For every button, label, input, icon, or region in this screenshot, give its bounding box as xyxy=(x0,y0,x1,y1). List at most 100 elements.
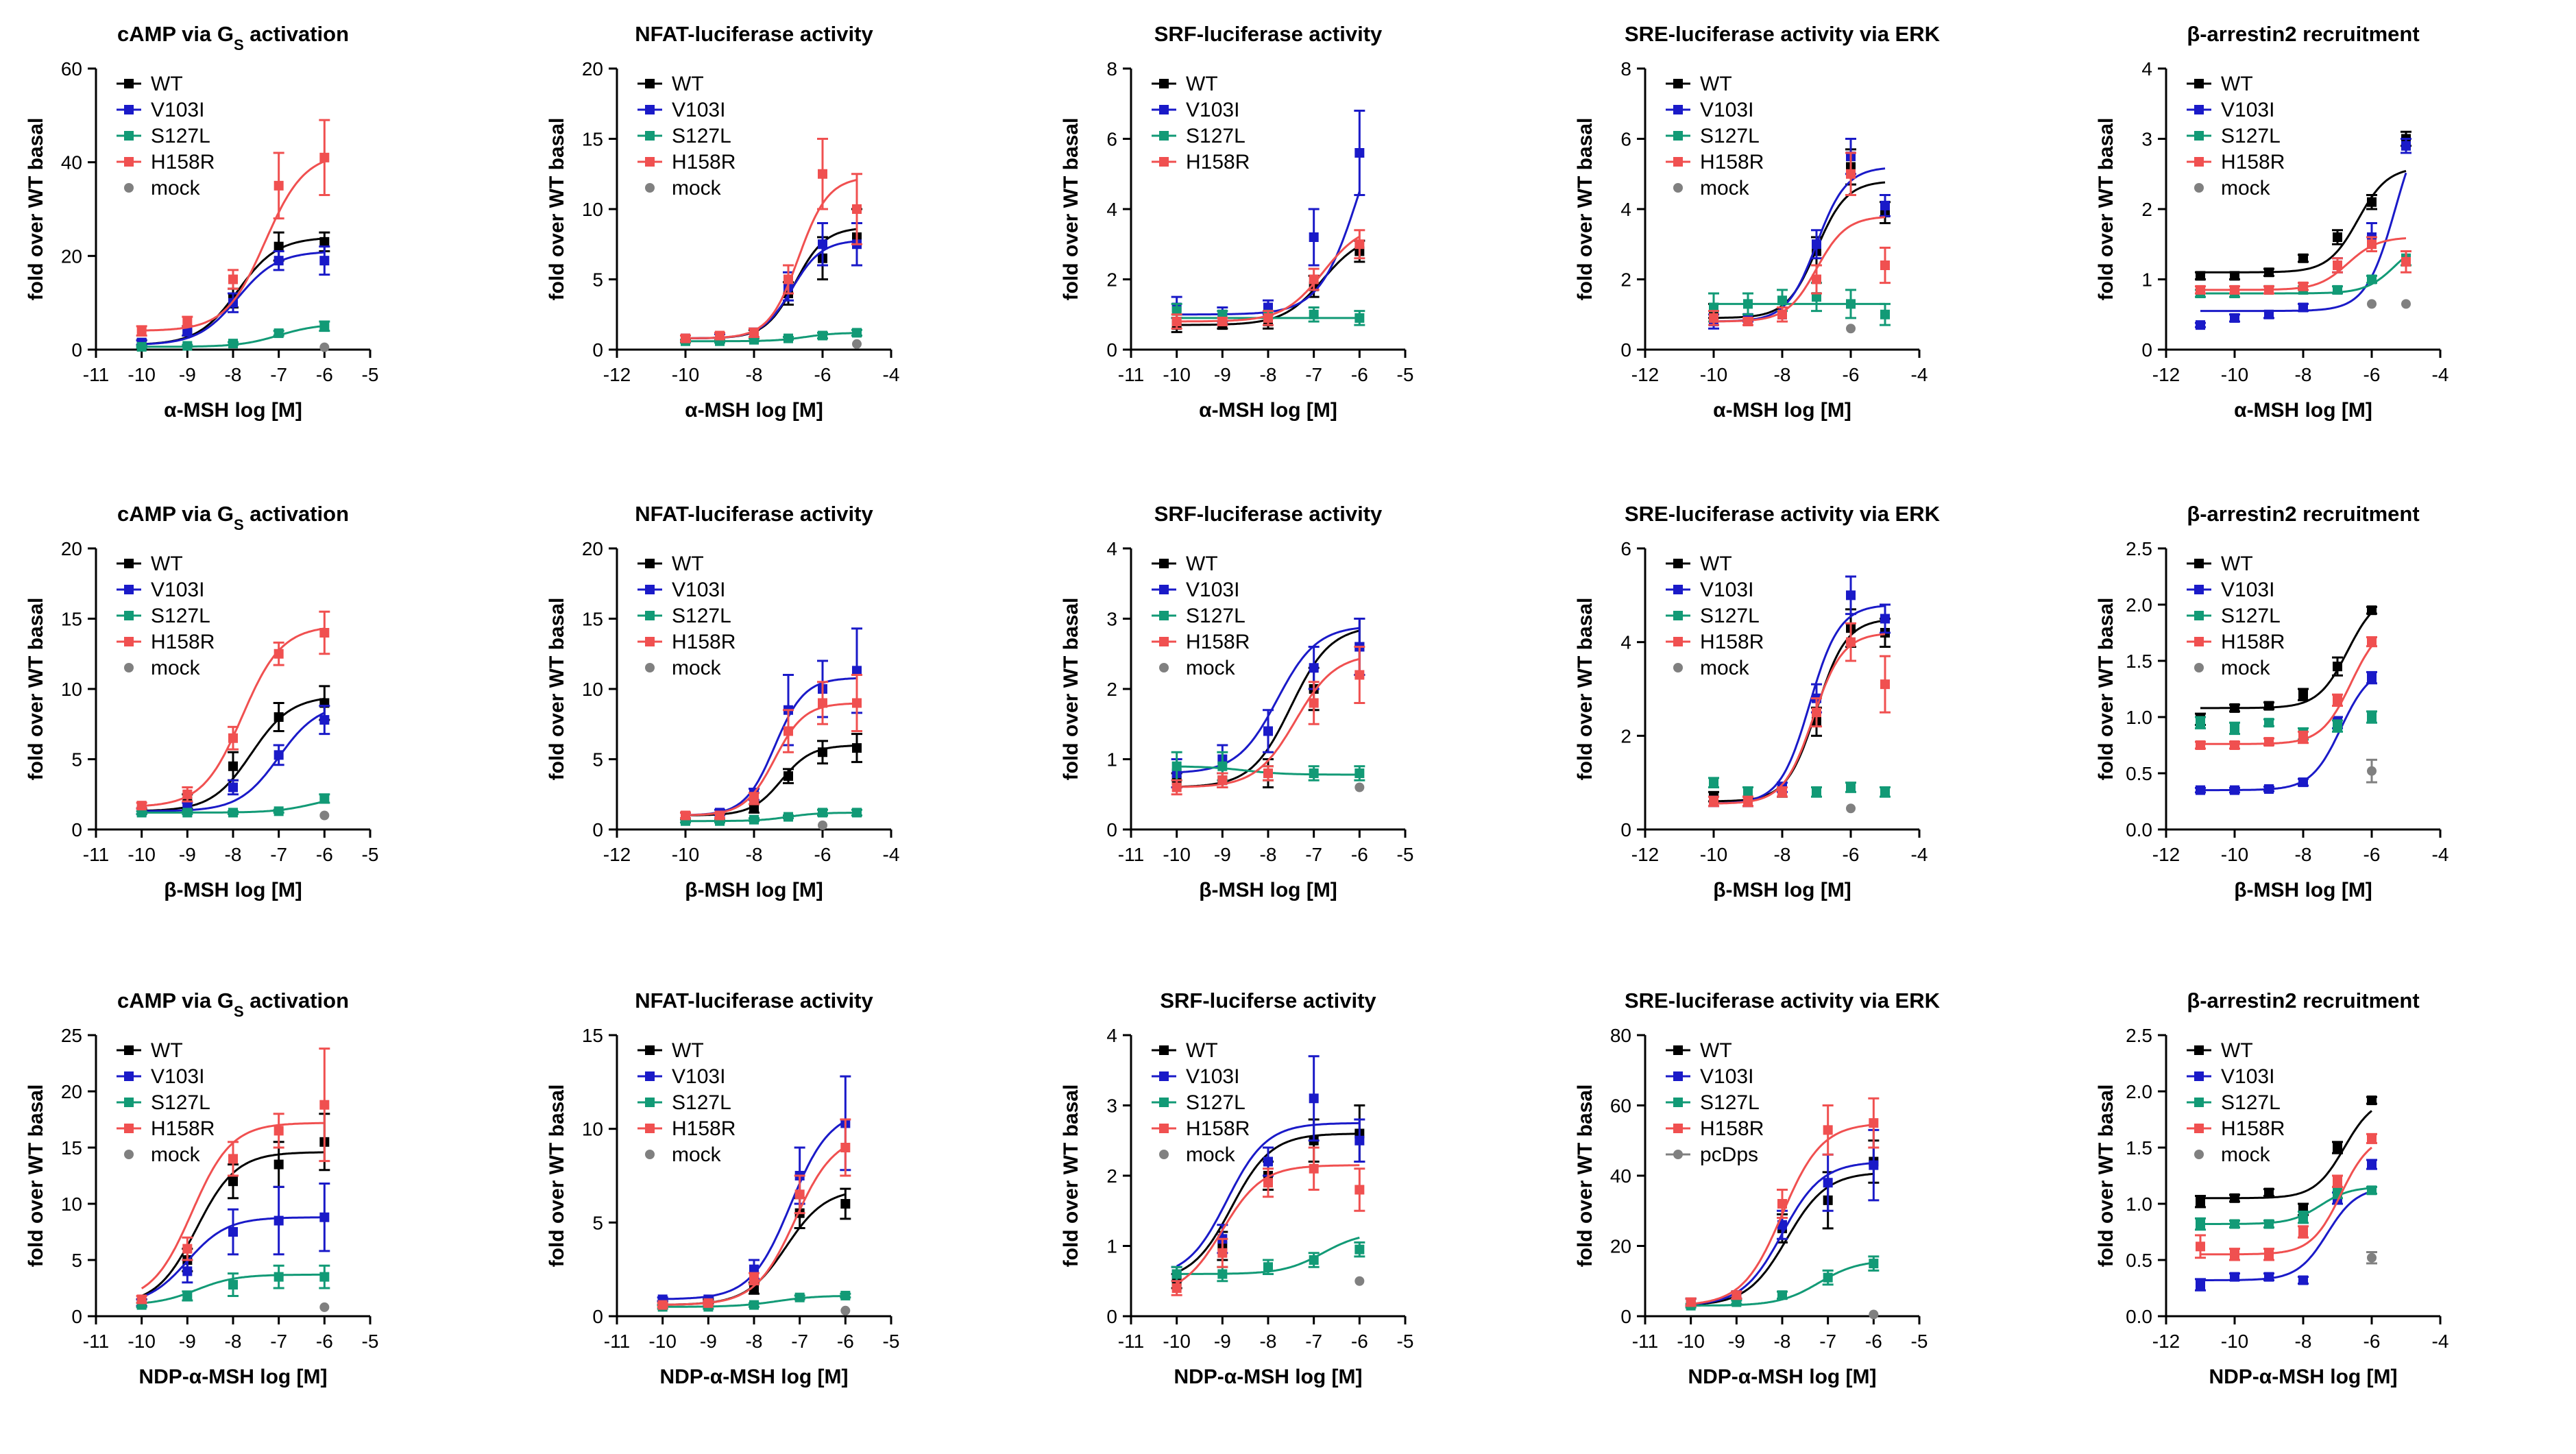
data-point-s127l xyxy=(1171,1269,1182,1279)
x-tick-label: -12 xyxy=(2152,844,2180,865)
legend-label: WT xyxy=(1700,73,1732,95)
data-point-v103i xyxy=(2196,785,2205,795)
legend-label: WT xyxy=(2221,1039,2253,1062)
legend-label: mock xyxy=(672,657,722,679)
data-point-h158r xyxy=(319,1100,330,1110)
legend-item-h158r: H158R xyxy=(2187,151,2285,173)
legend-label: H158R xyxy=(2221,151,2285,173)
series-s127l xyxy=(136,320,330,352)
data-point-h158r xyxy=(783,274,793,284)
x-tick-label: -7 xyxy=(270,364,287,385)
y-axis-label: fold over WT basal xyxy=(2095,118,2117,301)
y-tick-label: 0.0 xyxy=(2126,819,2152,840)
data-point-s127l xyxy=(228,339,238,349)
x-tick-label: -6 xyxy=(316,844,333,865)
data-point-h158r xyxy=(2230,1249,2239,1259)
data-point-h158r xyxy=(1823,1125,1833,1135)
chart-title-subscript: S xyxy=(234,36,244,53)
x-tick-label: -4 xyxy=(1911,844,1928,865)
x-tick-label: -4 xyxy=(883,364,900,385)
data-point-h158r xyxy=(1812,274,1821,284)
y-tick-label: 1.0 xyxy=(2126,707,2152,728)
legend-label: V103I xyxy=(2221,99,2274,121)
data-point-s127l xyxy=(274,1272,284,1282)
x-axis-label: NDP-α-MSH log [M] xyxy=(1174,1366,1362,1388)
series-h158r xyxy=(1708,622,1891,808)
legend-marker xyxy=(1159,1045,1169,1055)
x-tick-label: -9 xyxy=(1214,844,1231,865)
data-point-h158r xyxy=(840,1143,851,1152)
fit-curve-h158r xyxy=(2200,1146,2372,1256)
x-tick-label: -12 xyxy=(603,844,631,865)
x-tick-label: -8 xyxy=(2295,364,2312,385)
legend-item-s127l: S127L xyxy=(117,1091,210,1114)
x-tick-label: -6 xyxy=(2364,844,2381,865)
data-point-wt xyxy=(2333,232,2342,242)
chart-title: β-arrestin2 recruitment xyxy=(2187,502,2419,526)
y-tick-label: 20 xyxy=(61,245,82,267)
chart-panel-14: SRE-luciferase activity via ERK -11 -10 -9 -… xyxy=(1574,989,1941,1388)
x-tick-label: -10 xyxy=(127,364,155,385)
data-point-s127l xyxy=(1309,1255,1319,1265)
legend-label: V103I xyxy=(672,99,725,121)
chart-title: β-arrestin2 recruitment xyxy=(2187,989,2419,1013)
legend-label: V103I xyxy=(1700,579,1753,601)
y-tick-label: 40 xyxy=(1610,1165,1631,1187)
data-point-mock xyxy=(1354,782,1365,792)
data-point-s127l xyxy=(1354,313,1365,323)
fit-curve-wt xyxy=(2200,611,2373,710)
x-tick-label: -8 xyxy=(1774,364,1791,385)
data-point-mock xyxy=(840,1305,851,1316)
x-tick-label: -8 xyxy=(1774,844,1791,865)
x-tick-label: -10 xyxy=(2221,844,2248,865)
legend-item-h158r: H158R xyxy=(1152,1117,1250,1140)
legend-label: WT xyxy=(151,553,183,575)
legend-marker xyxy=(1673,1071,1683,1081)
data-point-v103i xyxy=(1263,1156,1273,1167)
legend-marker xyxy=(645,79,655,88)
data-point-s127l xyxy=(1354,1244,1365,1255)
legend-marker xyxy=(124,105,134,114)
data-point-wt xyxy=(2367,605,2377,616)
y-tick-label: 15 xyxy=(61,1137,82,1159)
x-tick-label: -5 xyxy=(883,1331,900,1352)
data-point-v103i xyxy=(319,715,330,725)
data-point-h158r xyxy=(703,1298,714,1308)
data-point-h158r xyxy=(182,317,193,326)
data-point-v103i xyxy=(228,782,238,792)
data-point-wt xyxy=(228,1176,238,1187)
y-axis-label: fold over WT basal xyxy=(1574,118,1596,301)
data-point-s127l xyxy=(1880,787,1890,797)
series-wt xyxy=(2195,605,2377,726)
legend-label: H158R xyxy=(672,1117,736,1140)
y-tick-label: 2 xyxy=(1106,269,1117,291)
x-tick-label: -8 xyxy=(746,364,763,385)
legend-item-s127l: S127L xyxy=(637,605,731,627)
legend-item-wt: WT xyxy=(637,553,704,575)
y-tick-label: 60 xyxy=(1610,1095,1631,1117)
legend-item-h158r: H158R xyxy=(637,151,736,173)
series-s127l xyxy=(136,793,330,818)
legend-marker xyxy=(1673,1045,1683,1055)
legend-item-wt: WT xyxy=(2187,1039,2253,1062)
data-point-s127l xyxy=(274,328,284,339)
legend-label: V103I xyxy=(2221,579,2274,601)
data-point-s127l xyxy=(2367,274,2377,284)
series-wt xyxy=(136,685,330,816)
legend-marker xyxy=(1673,157,1683,167)
data-point-s127l xyxy=(1709,302,1718,313)
data-point-v103i xyxy=(1846,590,1856,601)
chart-title-tail: activation xyxy=(244,502,349,526)
data-point-v103i xyxy=(2367,1159,2377,1170)
legend-marker xyxy=(645,559,655,568)
x-tick-label: -4 xyxy=(2432,364,2449,385)
data-point-s127l xyxy=(1846,299,1856,309)
y-tick-label: 15 xyxy=(61,609,82,630)
data-point-v103i xyxy=(749,1264,759,1274)
data-point-h158r xyxy=(2196,1241,2205,1252)
legend-item-v103i: V103I xyxy=(2187,1065,2274,1088)
data-point-s127l xyxy=(1217,761,1228,771)
legend-item-s127l: S127L xyxy=(637,125,731,147)
data-point-s127l xyxy=(1309,768,1319,778)
data-point-v103i xyxy=(2264,784,2274,794)
